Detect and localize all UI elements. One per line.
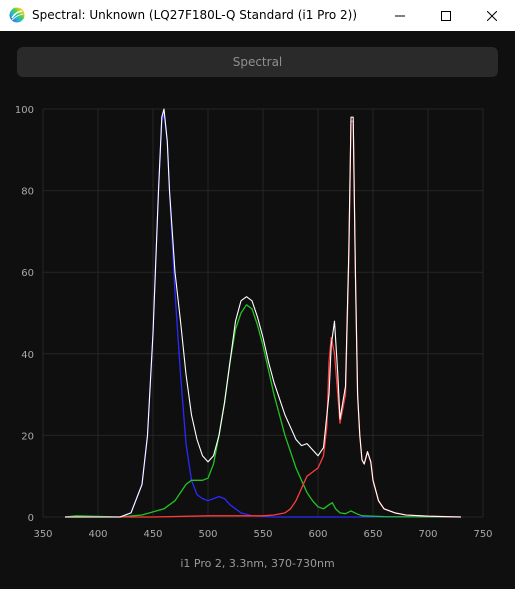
x-tick-label: 700 — [418, 529, 437, 540]
minimize-icon — [395, 15, 405, 16]
close-button[interactable] — [469, 0, 515, 31]
x-tick-label: 450 — [143, 529, 162, 540]
y-tick-labels: 0 20 40 60 80 100 — [15, 105, 34, 524]
y-tick-label: 100 — [15, 105, 34, 116]
y-tick-label: 80 — [21, 187, 34, 198]
series-lines — [64, 108, 462, 518]
x-tick-label: 400 — [88, 529, 107, 540]
maximize-button[interactable] — [423, 0, 469, 31]
x-tick-label: 600 — [308, 529, 327, 540]
y-tick-label: 0 — [28, 513, 34, 524]
y-tick-label: 40 — [21, 350, 34, 361]
measurement-caption: i1 Pro 2, 3.3nm, 370-730nm — [180, 557, 335, 570]
x-tick-label: 550 — [253, 529, 272, 540]
minimize-button[interactable] — [377, 0, 423, 31]
y-tick-label: 60 — [21, 268, 34, 279]
series-line-green — [64, 304, 462, 518]
maximize-icon — [441, 10, 451, 21]
spectral-plot: 0 20 40 60 80 100 350 400 450 500 550 600 650 700 750 — [15, 105, 493, 540]
close-icon — [487, 10, 497, 21]
series-line-white — [65, 108, 462, 518]
title-bar[interactable]: Spectral: Unknown (LQ27F180L-Q Standard … — [0, 0, 515, 31]
grid-lines — [42, 108, 484, 518]
spectral-app-icon — [9, 7, 25, 23]
tab-spectral-label: Spectral — [232, 55, 283, 69]
x-tick-labels: 350 400 450 500 550 600 650 700 750 — [33, 529, 492, 540]
x-tick-label: 350 — [33, 529, 52, 540]
x-tick-label: 750 — [473, 529, 492, 540]
window-title: Spectral: Unknown (LQ27F180L-Q Standard … — [32, 8, 358, 22]
y-tick-label: 20 — [21, 431, 34, 442]
x-tick-label: 500 — [198, 529, 217, 540]
tab-spectral[interactable]: Spectral — [17, 47, 498, 77]
x-tick-label: 650 — [363, 529, 382, 540]
